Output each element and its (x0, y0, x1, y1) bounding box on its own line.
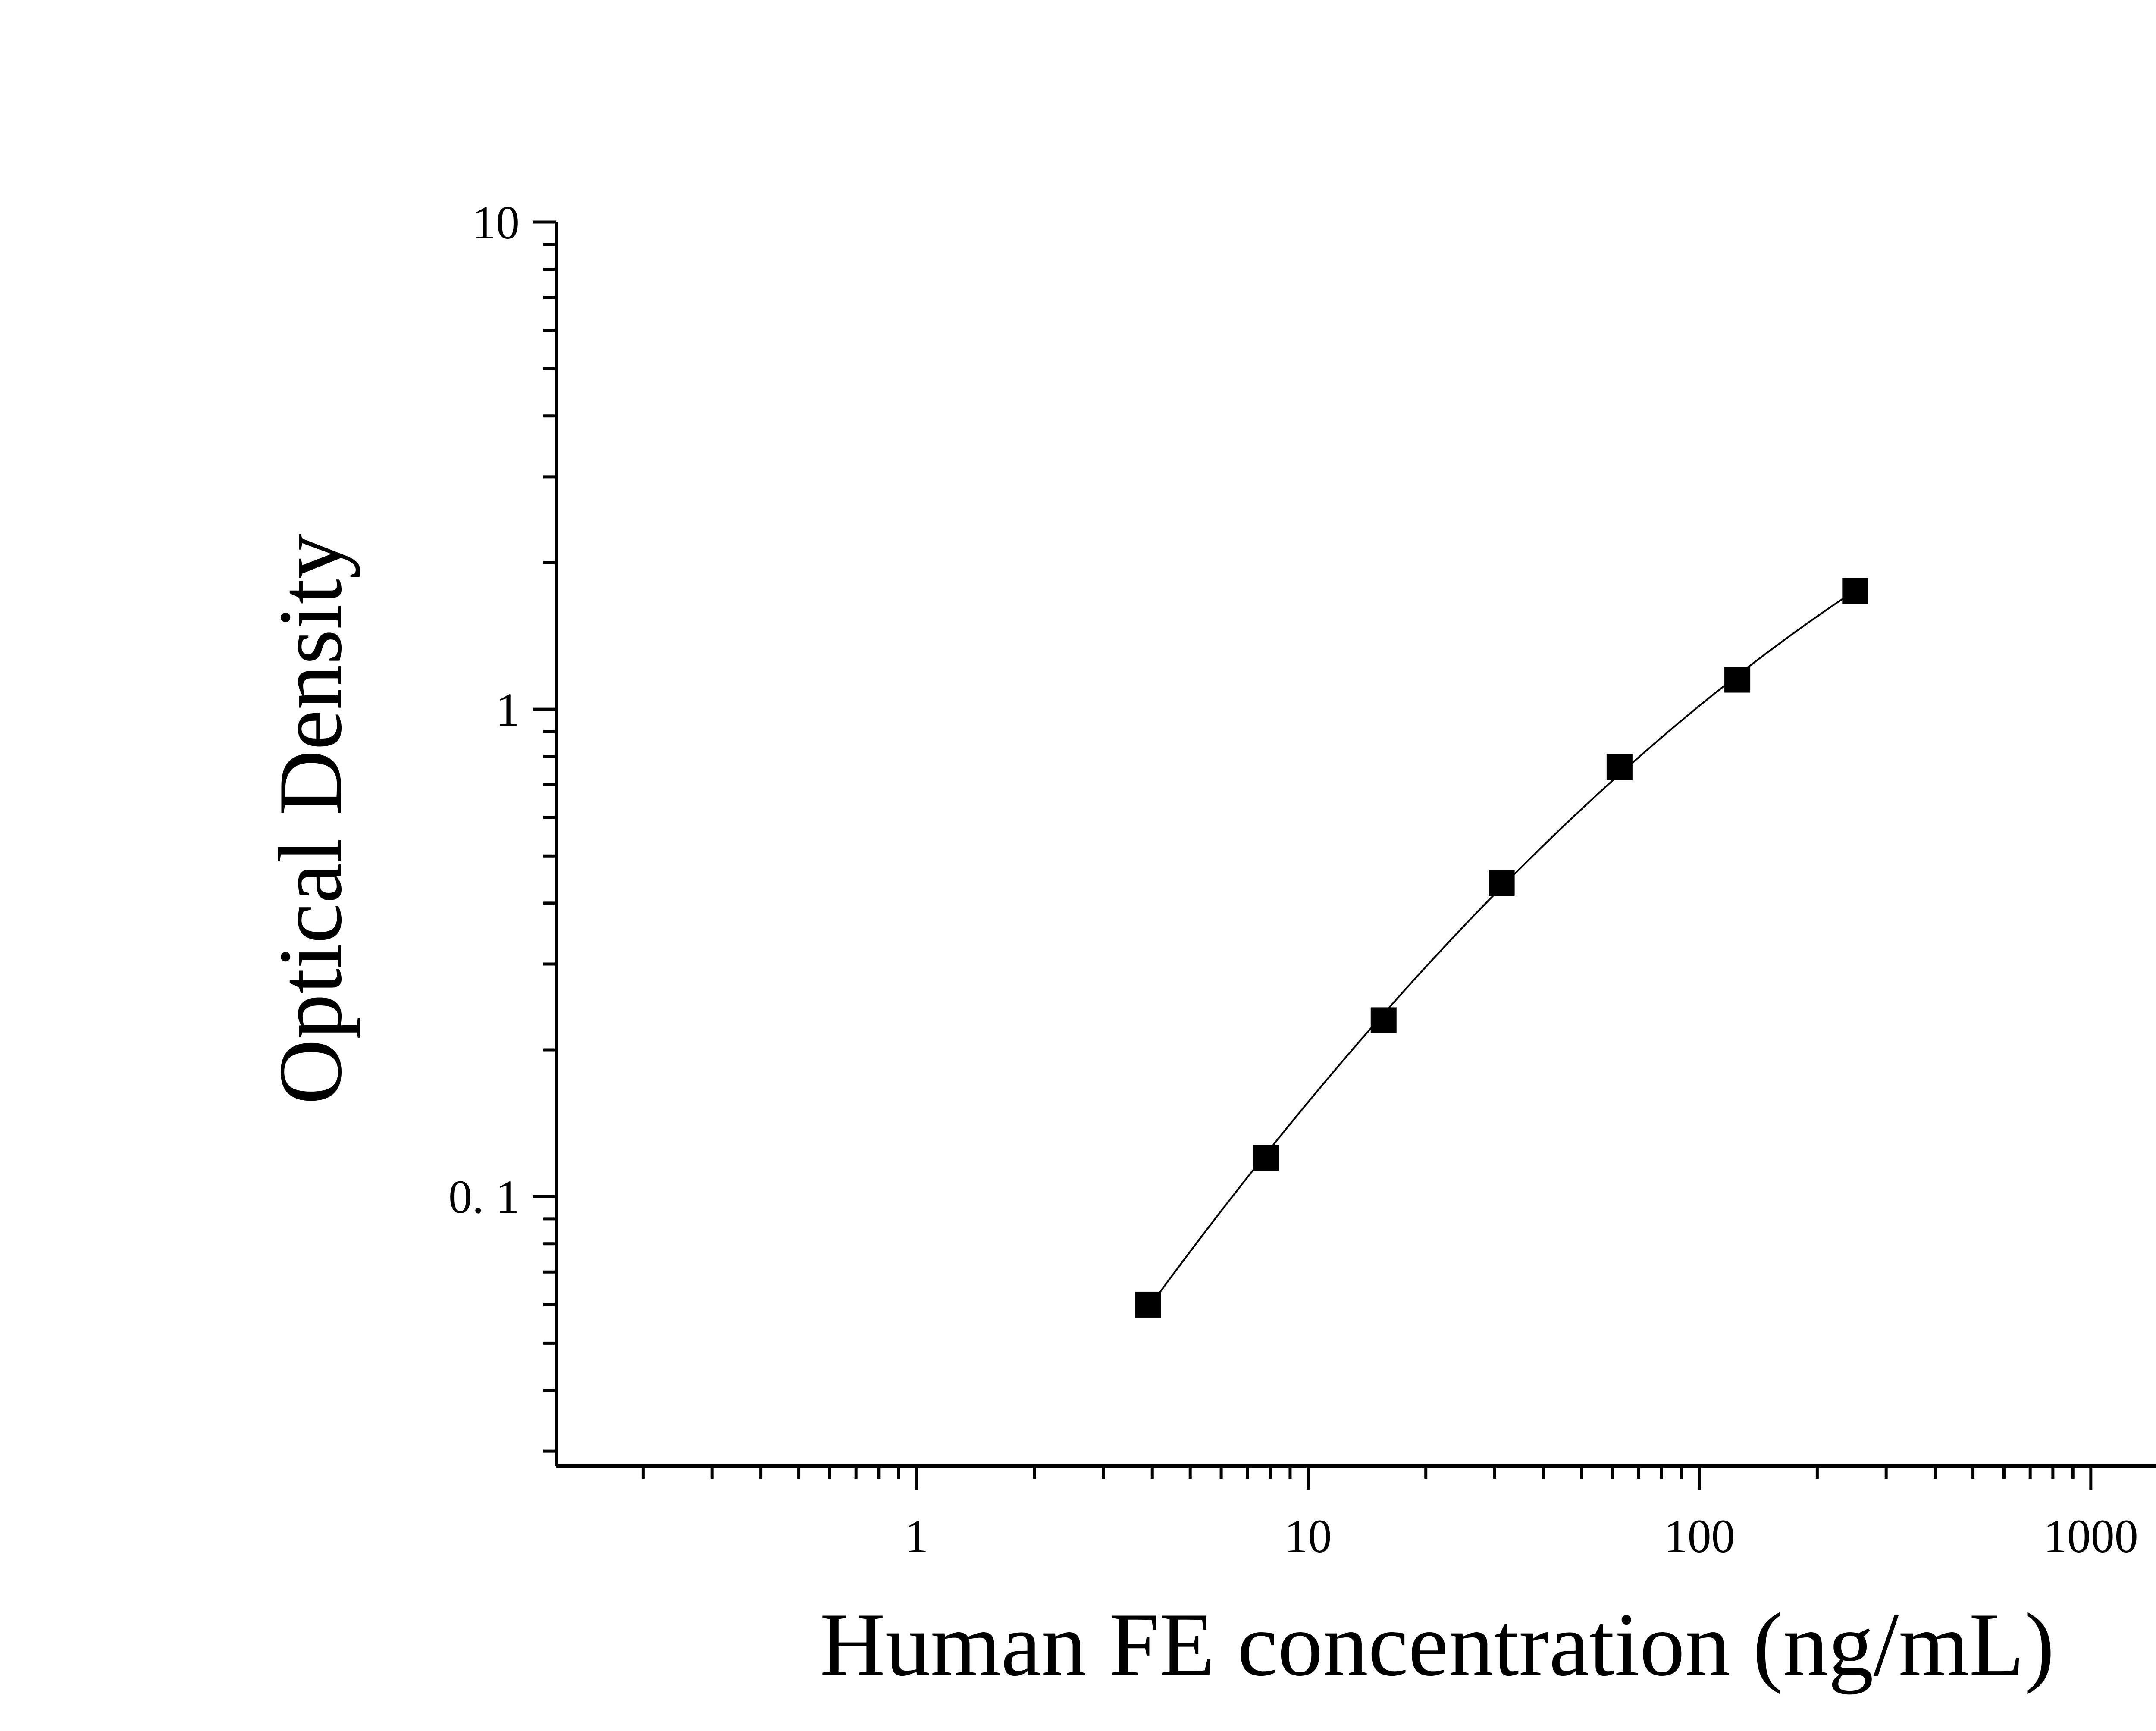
data-point (1253, 1145, 1279, 1171)
data-markers (1135, 578, 1868, 1318)
fit-curve-layer (1149, 590, 1856, 1306)
y-tick-label: 10 (472, 196, 520, 249)
data-point (1724, 667, 1751, 693)
ticks (533, 220, 2093, 1490)
data-point (1135, 1291, 1161, 1318)
y-axis-title: Optical Density (260, 534, 360, 1105)
y-tick-label: 1 (496, 683, 520, 736)
data-point (1370, 1007, 1397, 1033)
data-point (1489, 870, 1515, 896)
x-tick-label: 100 (1664, 1510, 1735, 1562)
y-tick-label: 0. 1 (448, 1171, 520, 1223)
data-point (1606, 754, 1633, 780)
x-tick-label: 10 (1284, 1510, 1332, 1562)
x-tick-label: 1000 (2043, 1510, 2138, 1562)
fit-curve (1149, 590, 1856, 1306)
tick-labels: 1 10 100 1000 0. 1 1 10 (448, 196, 2138, 1562)
axes (555, 222, 2156, 1468)
data-point (1842, 578, 1868, 604)
x-axis-title: Human FE concentration (ng/mL) (820, 1595, 2054, 1695)
x-tick-label: 1 (905, 1510, 928, 1562)
